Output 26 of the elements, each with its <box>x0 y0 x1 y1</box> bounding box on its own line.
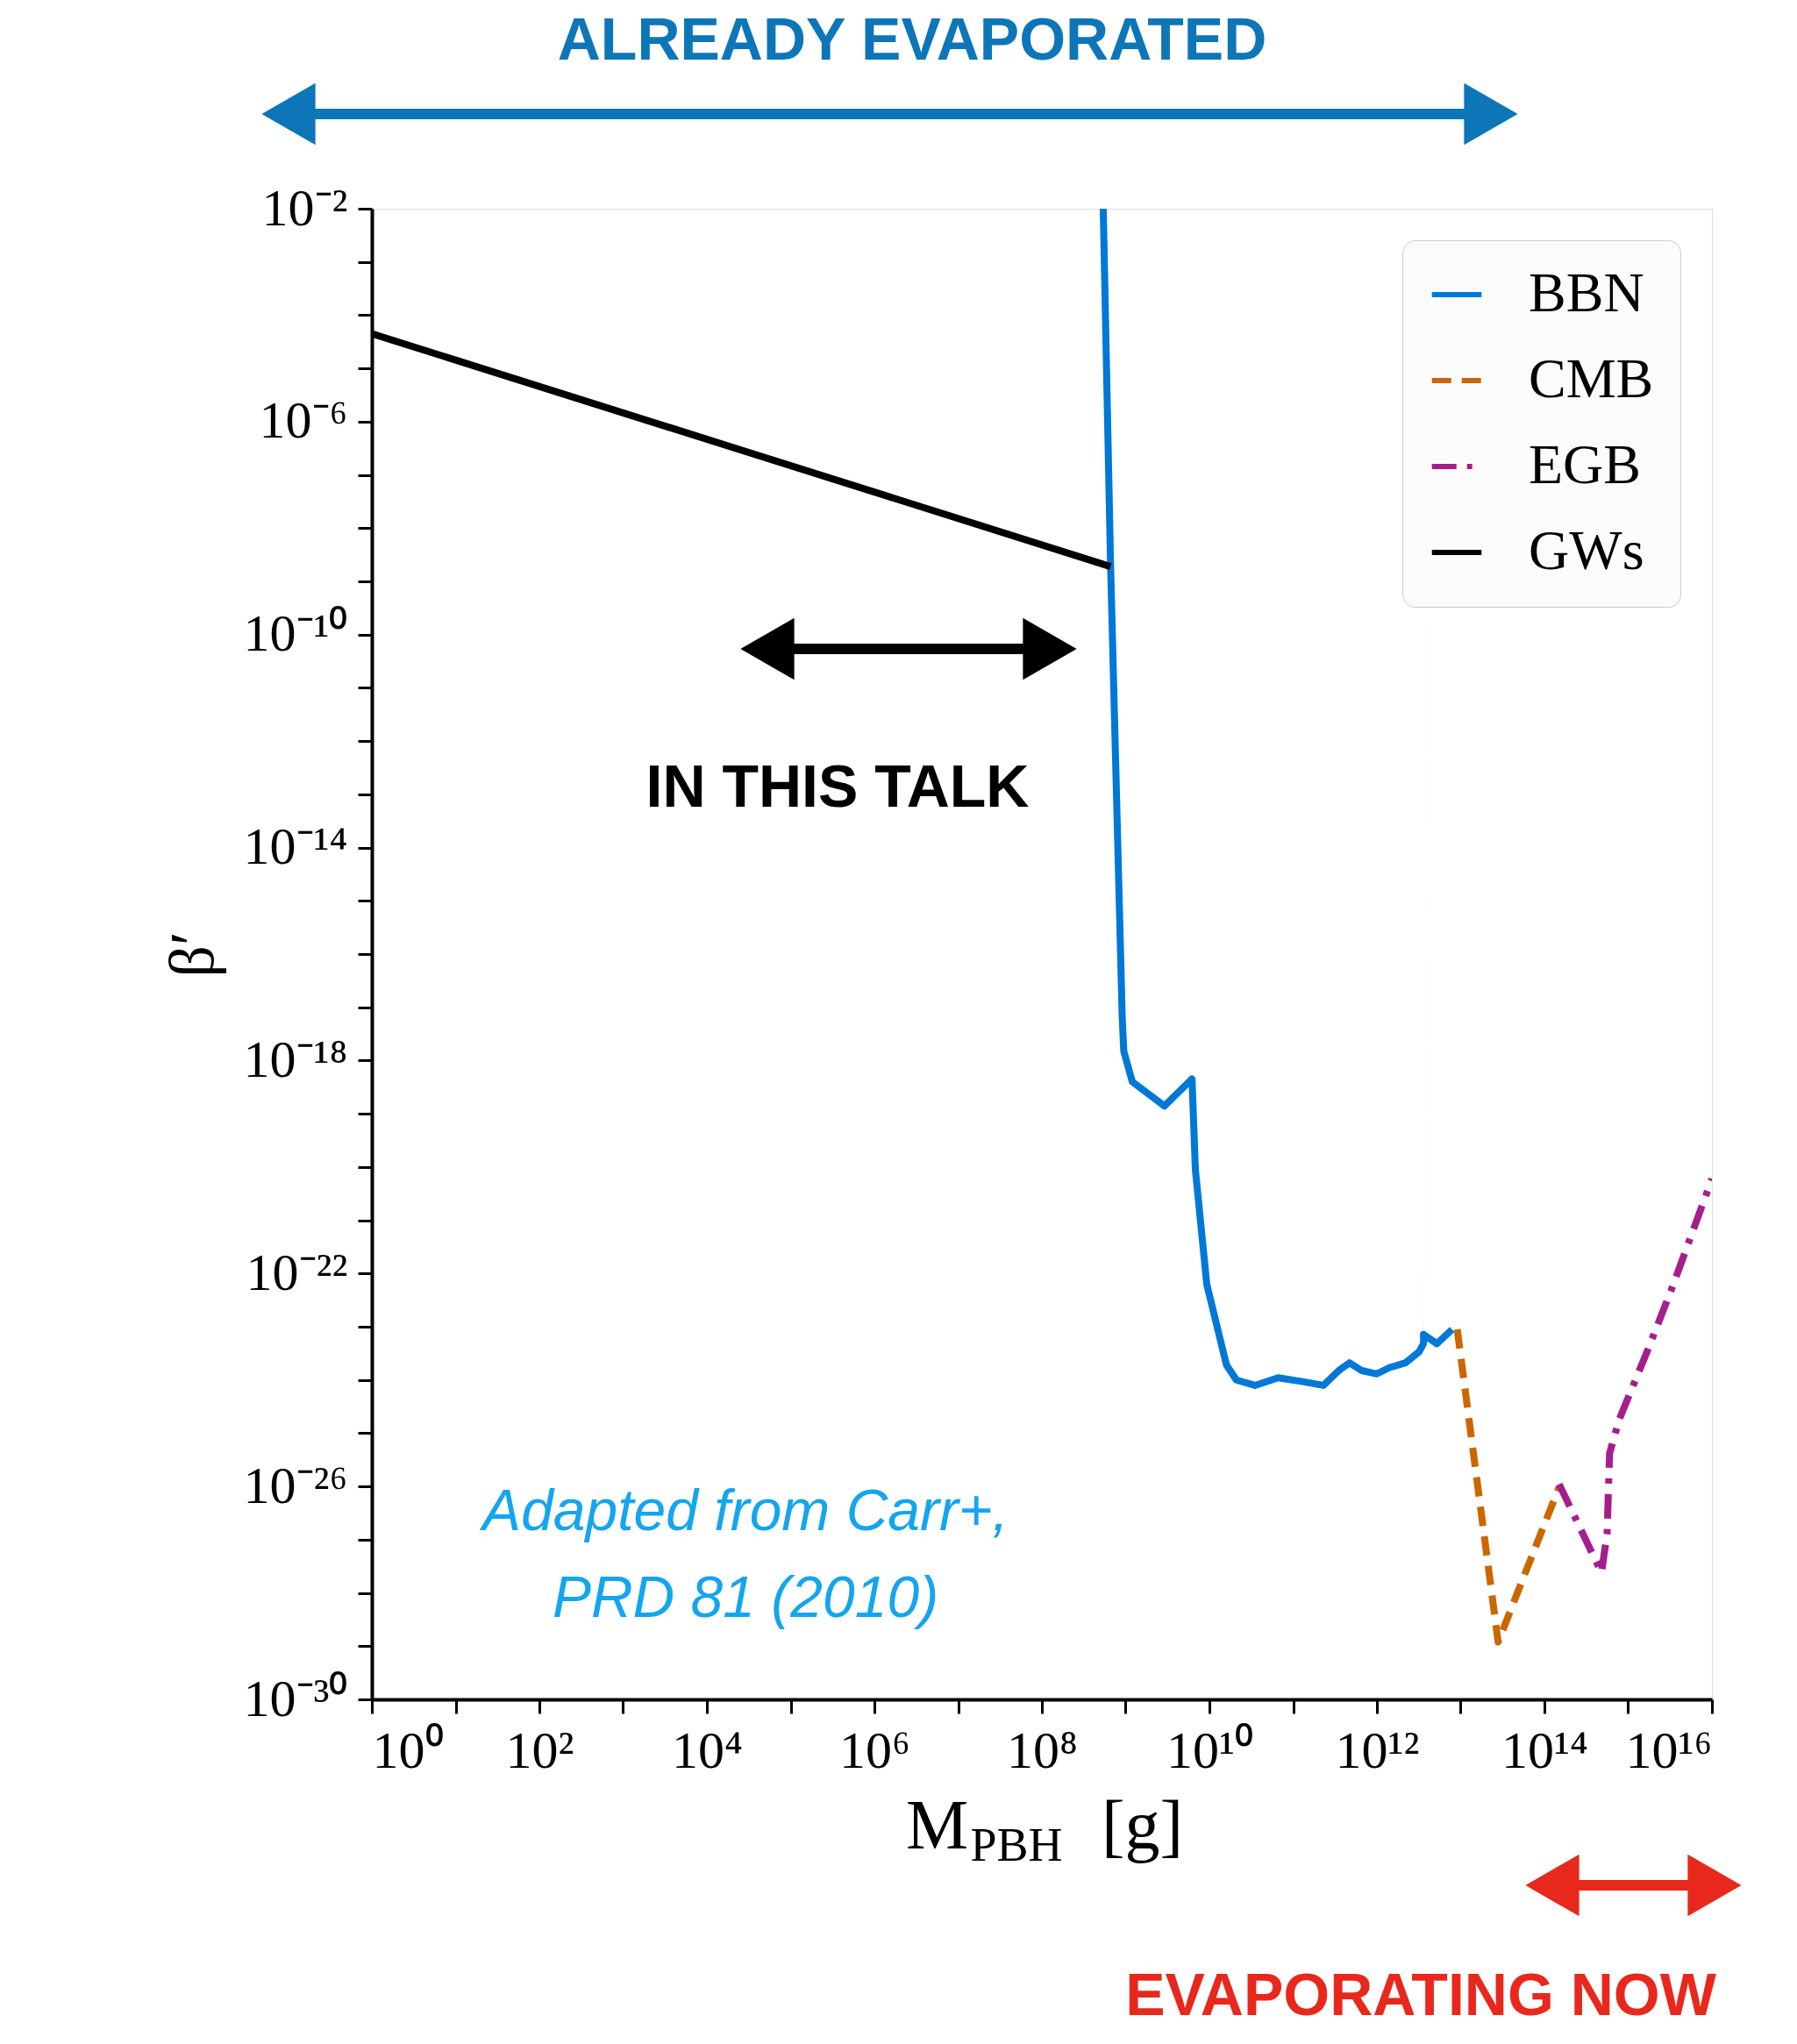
y-tick-label: 10⁻¹⁰ <box>243 604 348 663</box>
y-tick-label: 10⁻⁶ <box>259 391 348 450</box>
annotation: Adapted from Carr+, PRD 81 (2010) <box>479 1478 1009 1629</box>
text: ALREADY EVAPORATED <box>557 5 1267 72</box>
y-tick-label: 10⁻² <box>261 178 348 237</box>
y-tick-label: 10⁻²² <box>246 1243 348 1301</box>
legend-label: EGB <box>1529 433 1641 495</box>
legend-label: GWs <box>1529 519 1644 581</box>
x-tick-label: 10¹⁶ <box>1625 1720 1713 1779</box>
y-tick-label: 10⁻¹⁴ <box>243 817 348 876</box>
x-tick-label: 10⁸ <box>1007 1720 1078 1779</box>
y-tick-label: 10⁻²⁶ <box>243 1456 348 1514</box>
y-tick-label: 10⁻³⁰ <box>243 1669 348 1727</box>
text: EVAPORATING NOW <box>1125 1961 1717 2027</box>
x-tick-label: 10² <box>505 1720 574 1779</box>
x-tick-label: 10⁰ <box>372 1720 444 1779</box>
y-tick-label: 10⁻¹⁸ <box>243 1029 348 1088</box>
x-tick-label: 10⁴ <box>672 1720 743 1779</box>
legend-label: CMB <box>1529 347 1654 410</box>
annotation: IN THIS TALK <box>645 752 1030 819</box>
x-tick-label: 10¹² <box>1335 1720 1420 1779</box>
legend-label: BBN <box>1529 261 1644 324</box>
x-tick-label: 10¹⁴ <box>1501 1720 1588 1779</box>
x-tick-label: 10⁶ <box>839 1720 910 1779</box>
y-axis-title: β′ <box>156 931 227 978</box>
x-tick-label: 10¹⁰ <box>1166 1720 1253 1779</box>
